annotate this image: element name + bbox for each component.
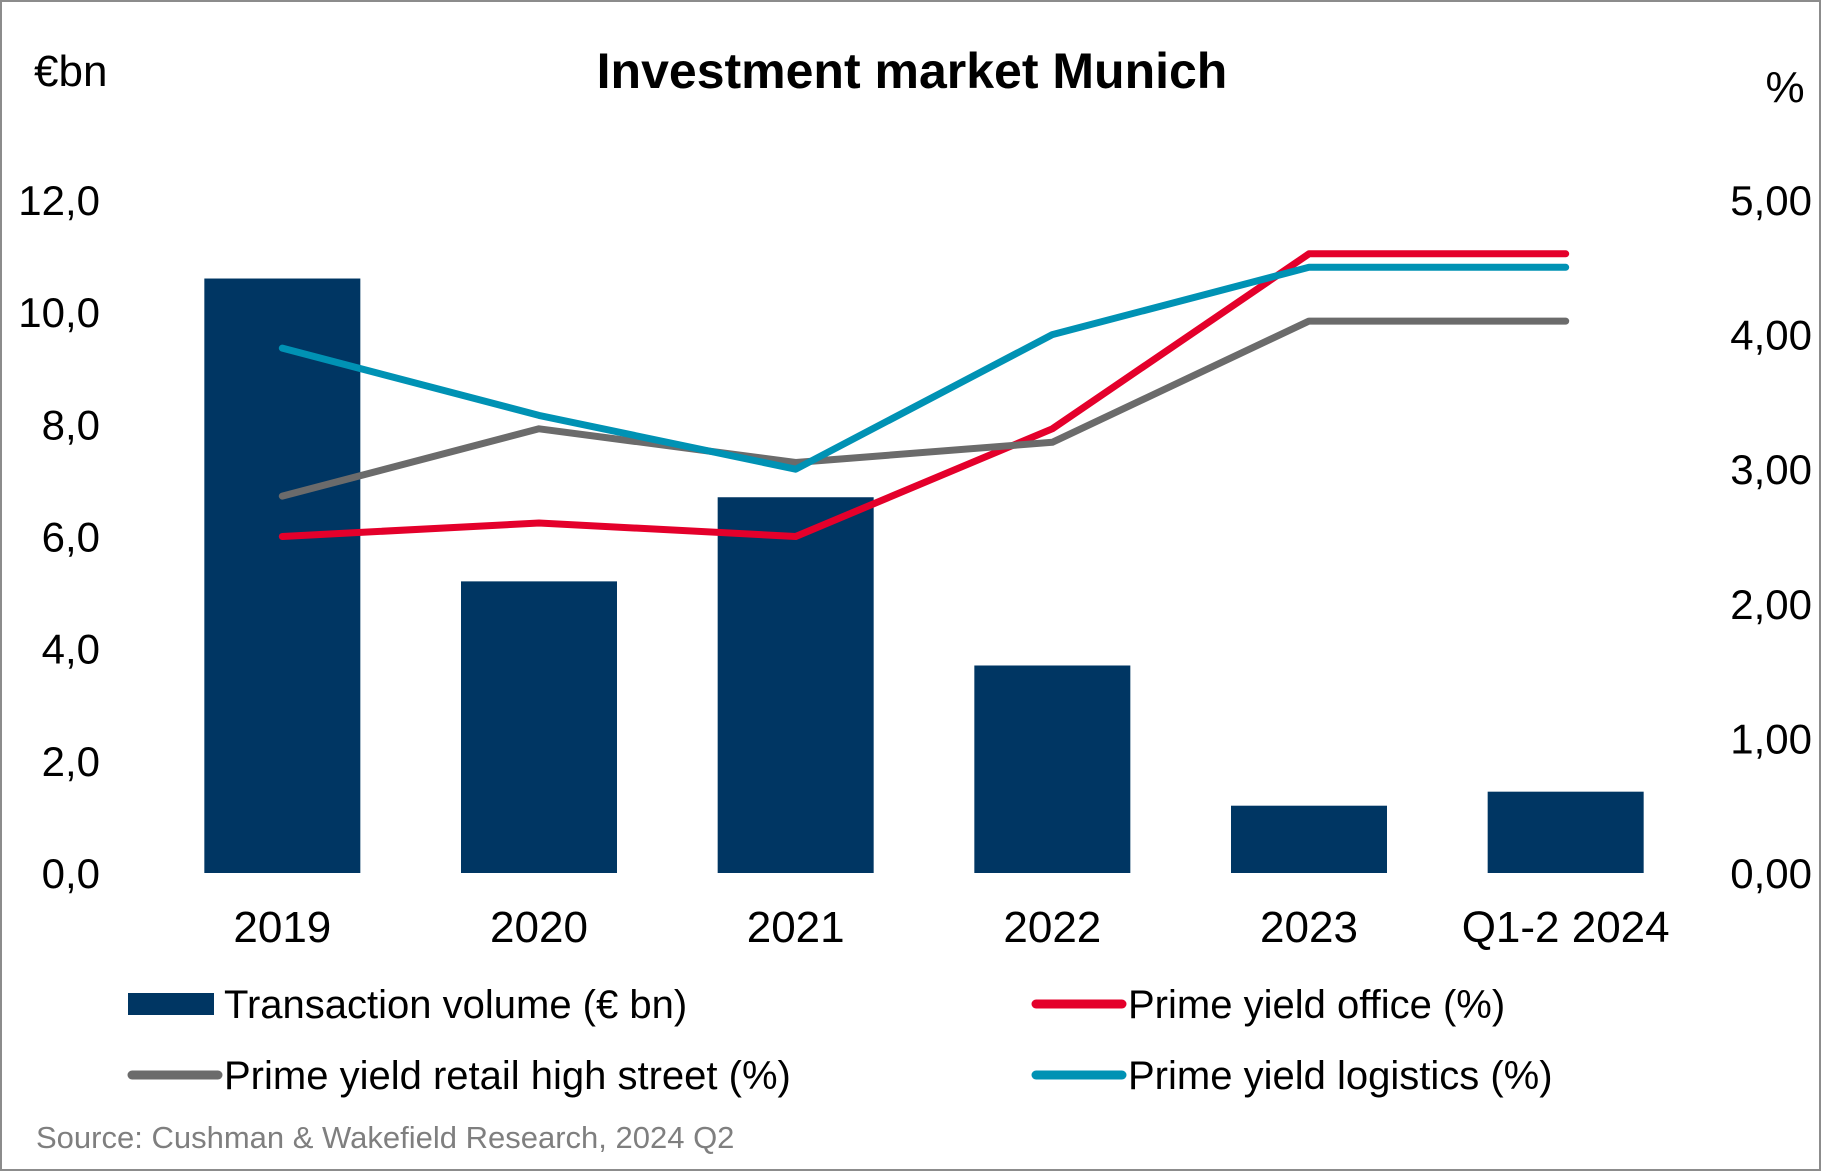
category-labels: 2019 2020 2021 2022 2023 Q1-2 2024 [233,903,1669,952]
left-tick-label: 10,0 [18,289,100,336]
right-tick-label: 5,00 [1730,177,1812,224]
bar-2022 [974,665,1130,873]
left-axis-unit: €bn [34,47,107,96]
bar-2021 [718,497,874,873]
left-tick-label: 6,0 [42,514,100,561]
right-tick-label: 2,00 [1730,581,1812,628]
legend-label: Prime yield retail high street (%) [224,1054,791,1098]
chart-title: Investment market Munich [597,43,1228,99]
category-label: 2021 [747,903,845,952]
right-tick-label: 0,00 [1730,850,1812,897]
left-tick-label: 8,0 [42,401,100,448]
right-tick-label: 1,00 [1730,715,1812,762]
right-tick-label: 3,00 [1730,446,1812,493]
category-label: 2019 [233,903,331,952]
source-note: Source: Cushman & Wakefield Research, 20… [36,1120,734,1155]
left-tick-label: 0,0 [42,850,100,897]
right-axis-unit: % [1765,63,1804,112]
left-tick-label: 12,0 [18,177,100,224]
category-label: Q1-2 2024 [1462,903,1670,952]
legend-swatch-bar [128,993,214,1015]
bar-2019 [204,279,360,873]
left-axis-ticks: 0,0 2,0 4,0 6,0 8,0 10,0 12,0 [18,177,100,897]
left-tick-label: 4,0 [42,626,100,673]
legend-label: Prime yield logistics (%) [1128,1054,1553,1098]
category-label: 2020 [490,903,588,952]
bar-2020 [461,581,617,873]
line-series-2 [282,267,1565,469]
category-label: 2023 [1260,903,1358,952]
legend-label: Transaction volume (€ bn) [224,983,687,1027]
left-tick-label: 2,0 [42,738,100,785]
legend-label: Prime yield office (%) [1128,983,1505,1027]
category-label: 2022 [1003,903,1101,952]
bar-2023 [1231,806,1387,873]
line-series [282,254,1566,537]
legend: Transaction volume (€ bn) Prime yield off… [128,983,1553,1098]
right-axis-ticks: 0,00 1,00 2,00 3,00 4,00 5,00 [1730,177,1812,897]
right-tick-label: 4,00 [1730,312,1812,359]
bar-series [204,279,1643,873]
bar-q1-2-2024 [1488,792,1644,873]
line-series-1 [282,321,1565,496]
